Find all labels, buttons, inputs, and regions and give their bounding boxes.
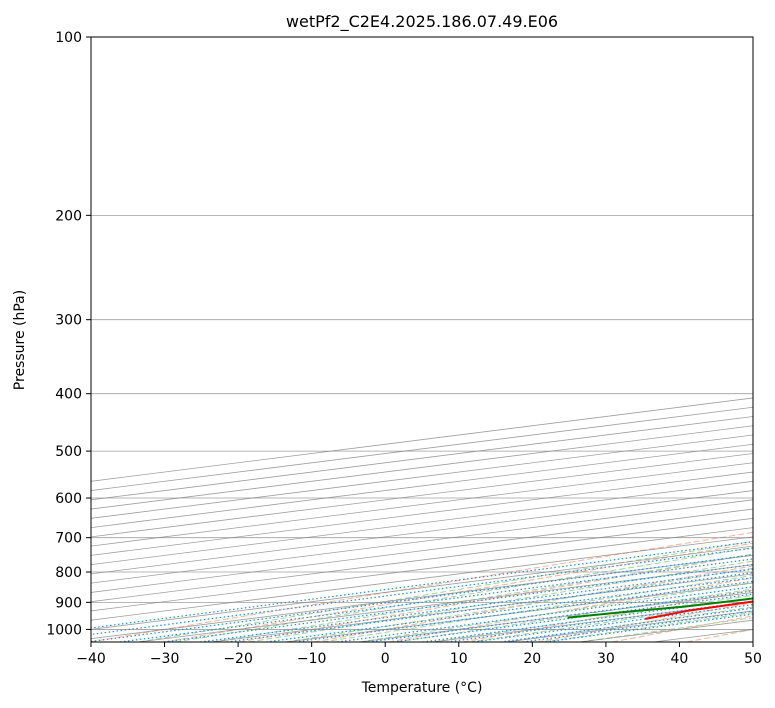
isotherm-line [91, 499, 753, 584]
x-tick-label: 40 [670, 651, 688, 667]
isotherm-line [91, 453, 753, 538]
dewpoint-profile-line [567, 597, 753, 619]
temperature-profile-line [645, 600, 753, 620]
plot-area: 0.10.20.40.611.52346810131620253036-100-… [91, 37, 775, 642]
mixing-ratio-line [522, 610, 753, 642]
isotherm-line [91, 536, 753, 621]
x-tick-label: 0 [381, 651, 390, 667]
x-axis-label: Temperature (°C) [361, 680, 483, 696]
moist-adiabat [175, 547, 753, 642]
isotherm-line [91, 490, 753, 575]
isotherm-line [91, 425, 753, 510]
mixing-ratio-line [91, 547, 753, 636]
moist-adiabat [359, 581, 753, 642]
chart-title: wetPf2_C2E4.2025.186.07.49.E06 [286, 12, 558, 32]
isotherm-line [91, 397, 753, 482]
moist-adiabat [542, 611, 753, 642]
moist-adiabat [248, 560, 753, 642]
moist-adiabat [432, 594, 753, 642]
y-tick-label: 400 [55, 387, 82, 403]
y-tick-label: 1000 [46, 622, 82, 638]
isotherm-line [91, 527, 753, 612]
mixing-ratio-line [91, 541, 753, 629]
mixing-ratio-line [91, 554, 753, 642]
x-tick-label: −40 [76, 651, 106, 667]
isotherm-line [91, 480, 753, 566]
x-tick-label: −30 [150, 651, 180, 667]
y-tick-label: 300 [55, 313, 82, 329]
dry-adiabat [388, 577, 753, 642]
dry-adiabat [462, 589, 753, 642]
isotherm-line [432, 601, 753, 642]
dry-adiabat [313, 565, 753, 642]
isotherm-line [138, 564, 753, 642]
isotherm-line [91, 416, 753, 501]
y-tick-label: 600 [55, 491, 82, 507]
isotherm-line [91, 406, 753, 491]
isotherm-line [91, 471, 753, 556]
y-tick-label: 500 [55, 444, 82, 460]
dry-adiabat [164, 542, 753, 642]
moist-adiabat [138, 540, 753, 642]
x-tick-label: 50 [744, 651, 762, 667]
y-tick-label: 700 [55, 531, 82, 547]
dry-adiabat [761, 37, 775, 642]
mixing-ratio-line [119, 558, 753, 642]
x-tick-label: −10 [297, 651, 327, 667]
x-axis: −40 −30 −20 −10 0 10 20 30 40 50 [76, 642, 762, 667]
mixing-ratio-line [446, 600, 753, 642]
isotherm-line [91, 545, 753, 630]
x-tick-label: 30 [597, 651, 615, 667]
y-tick-label: 200 [55, 208, 82, 224]
isotherm-line [91, 517, 753, 603]
y-tick-label: 900 [55, 595, 82, 611]
moist-adiabat [395, 588, 753, 642]
x-tick-label: 20 [523, 651, 541, 667]
x-tick-label: −20 [223, 651, 253, 667]
dry-adiabat [91, 531, 753, 642]
isotherm-line [91, 434, 753, 519]
isotherm-line [91, 443, 753, 528]
x-tick-label: 10 [450, 651, 468, 667]
mixing-ratio-line [545, 613, 753, 642]
moist-adiabat [285, 567, 753, 642]
dry-adiabat [537, 602, 753, 642]
mixing-ratio-line [500, 607, 753, 642]
isotherm-line [91, 462, 753, 547]
y-axis: 100 200 300 400 500 600 700 800 900 1000 [46, 30, 91, 638]
dry-adiabat [239, 553, 753, 642]
plot-frame [90, 36, 754, 643]
y-tick-label: 800 [55, 565, 82, 581]
y-tick-label: 100 [55, 30, 82, 46]
mixing-ratio-line [163, 563, 753, 642]
isotherm-line [91, 508, 753, 593]
y-axis-label: Pressure (hPa) [12, 290, 28, 390]
